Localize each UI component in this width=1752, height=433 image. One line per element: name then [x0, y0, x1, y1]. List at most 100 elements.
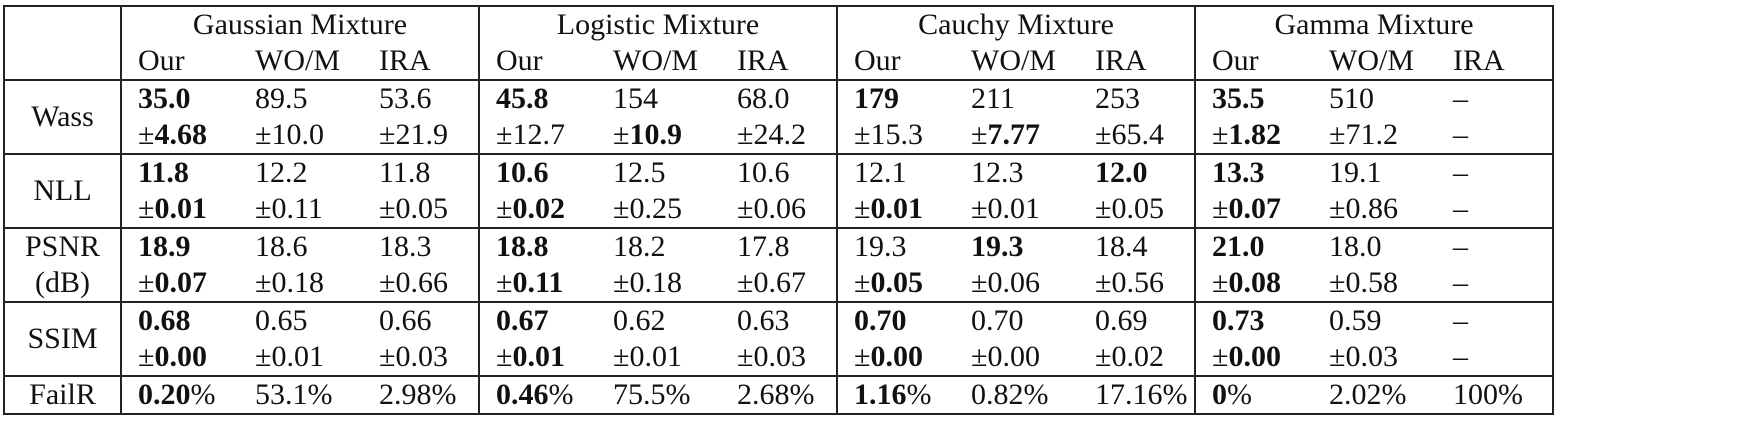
value-cell: 154 ±10.9: [597, 79, 721, 154]
value-text: 18.6: [255, 230, 308, 263]
group-header-row: Gaussian Mixture Logistic Mixture Cauchy…: [3, 5, 1554, 43]
value-text: ±: [854, 340, 871, 373]
method-header: Our: [138, 44, 185, 77]
std-value: ±0.06: [971, 265, 1079, 301]
std-value: –: [1453, 339, 1552, 375]
metric-row-ssim: SSIM 0.68 ±0.00 0.65 ±0.01 0.66 ±0.03 0.67 ±0.01…: [3, 301, 1554, 376]
value-text: 19.3: [854, 230, 907, 263]
value-text: 45.8: [496, 82, 549, 115]
mean-value: 12.2: [255, 155, 363, 191]
mean-value: 0.67: [496, 303, 597, 339]
value-text: –: [1453, 156, 1468, 189]
mean-value: 18.4: [1095, 229, 1194, 265]
std-value: ±0.03: [379, 339, 478, 375]
std-value: ±21.9: [379, 117, 478, 153]
value-text: 11.8: [379, 156, 431, 189]
mean-value: 45.8: [496, 81, 597, 117]
value-text: 7.77: [987, 118, 1040, 151]
row-label-line: FailR: [29, 378, 96, 411]
std-value: ±0.01: [971, 191, 1079, 227]
std-value: ±0.00: [854, 339, 955, 375]
method-header: WO/M: [255, 44, 340, 77]
mean-value: 17.16%: [1095, 377, 1194, 413]
method-header: IRA: [1437, 43, 1554, 80]
std-value: ±0.66: [379, 265, 478, 301]
value-text: ±: [1329, 118, 1346, 151]
std-value: ±0.07: [1212, 191, 1313, 227]
value-text: ±: [255, 192, 272, 225]
value-cell: 18.3 ±0.66: [363, 227, 480, 302]
value-text: ±: [496, 118, 513, 151]
value-text: 154: [613, 82, 658, 115]
value-cell: 18.4 ±0.56: [1079, 227, 1196, 302]
mean-value: 154: [613, 81, 721, 117]
value-text: ±: [138, 118, 155, 151]
mean-value: 0.62: [613, 303, 721, 339]
std-value: –: [1453, 117, 1552, 153]
std-value: –: [1453, 265, 1552, 301]
mean-value: 2.98%: [379, 377, 478, 413]
std-value: ±0.86: [1329, 191, 1437, 227]
std-value: ±15.3: [854, 117, 955, 153]
mean-value: 2.68%: [737, 377, 836, 413]
std-value: ±1.82: [1212, 117, 1313, 153]
mean-value: 0.20%: [138, 377, 239, 413]
mean-value: 10.6: [737, 155, 836, 191]
value-text: 0.05: [1111, 192, 1164, 225]
value-text: 11.8: [138, 156, 189, 189]
row-label: PSNR (dB): [3, 227, 122, 302]
value-text: 2.68%: [737, 378, 815, 411]
value-text: 12.2: [255, 156, 308, 189]
value-cell: 0.46%: [479, 375, 597, 415]
value-text: 0.62: [613, 304, 666, 337]
value-text: –: [1453, 192, 1468, 225]
value-cell: 0.69 ±0.02: [1079, 301, 1196, 376]
mean-value: 75.5%: [613, 377, 721, 413]
value-text: 0.06: [753, 192, 806, 225]
value-text: 0.03: [753, 340, 806, 373]
value-cell: 0.20%: [121, 375, 239, 415]
value-text: 68.0: [737, 82, 790, 115]
value-cell: 0.70 ±0.00: [955, 301, 1079, 376]
value-cell: 19.3 ±0.06: [955, 227, 1079, 302]
value-text: 18.2: [613, 230, 666, 263]
value-text: 0.05: [395, 192, 448, 225]
value-text: 53.1%: [255, 378, 333, 411]
mean-value: –: [1453, 81, 1552, 117]
std-value: ±0.07: [138, 265, 239, 301]
value-text: ±: [971, 340, 988, 373]
method-header: IRA: [363, 43, 480, 80]
value-text: ±: [854, 192, 871, 225]
row-label: Wass: [3, 79, 122, 154]
mean-value: 53.1%: [255, 377, 363, 413]
value-text: 17.8: [737, 230, 790, 263]
value-text: 0.70: [854, 304, 907, 337]
value-text: –: [1453, 230, 1468, 263]
value-cell: 18.9 ±0.07: [121, 227, 239, 302]
value-text: 0.03: [395, 340, 448, 373]
std-value: ±0.02: [1095, 339, 1194, 375]
value-text: 0.11: [512, 266, 564, 299]
value-text: 24.2: [753, 118, 806, 151]
metric-row-psnr: PSNR (dB) 18.9 ±0.07 18.6 ±0.18 18.3 ±0.66 18.8 ±…: [3, 227, 1554, 302]
value-text: 0.18: [271, 266, 324, 299]
mean-value: 35.5: [1212, 81, 1313, 117]
value-text: –: [1453, 82, 1468, 115]
mean-value: –: [1453, 155, 1552, 191]
value-text: ±: [1212, 340, 1229, 373]
method-header: Our: [496, 44, 543, 77]
row-label-line: Wass: [31, 100, 94, 133]
value-text: ±: [971, 118, 988, 151]
value-text: ±: [379, 118, 396, 151]
value-text: 1.82: [1228, 118, 1281, 151]
value-cell: 0.59 ±0.03: [1313, 301, 1437, 376]
value-text: ±: [255, 266, 272, 299]
value-text: ±: [1329, 340, 1346, 373]
mean-value: 0.82%: [971, 377, 1079, 413]
value-text: ±: [737, 118, 754, 151]
value-text: ±: [1095, 192, 1112, 225]
value-text: 0.01: [271, 340, 324, 373]
mean-value: 0.70: [854, 303, 955, 339]
value-cell: 35.5 ±1.82: [1195, 79, 1313, 154]
value-text: 75.5%: [613, 378, 691, 411]
